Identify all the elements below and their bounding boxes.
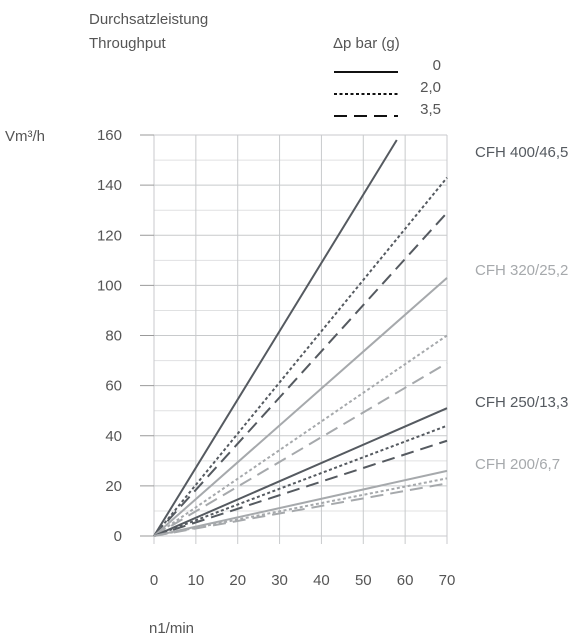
series-line	[153, 424, 448, 537]
y-tick-label: 0	[114, 528, 122, 545]
legend-title: Δp bar (g)	[333, 35, 400, 52]
x-tick-label: 30	[271, 572, 288, 589]
group-label: CFH 400/46,5	[475, 144, 568, 161]
series-line	[153, 482, 448, 537]
series-line	[153, 212, 448, 537]
series-line	[153, 439, 448, 537]
x-ticks: 0 10 20 30 40 50 60 70	[150, 572, 456, 589]
series-line	[153, 176, 448, 537]
y-tick-label: 20	[105, 478, 122, 495]
series-line	[153, 334, 448, 537]
y-tick-label: 140	[97, 177, 122, 194]
group-label: CFH 320/25,2	[475, 262, 568, 279]
y-tick-label: 80	[105, 328, 122, 345]
legend-label: 2,0	[420, 79, 441, 96]
x-tick-label: 50	[355, 572, 372, 589]
x-tick-label: 20	[229, 572, 246, 589]
x-tick-label: 10	[188, 572, 205, 589]
series-lines	[153, 139, 448, 537]
x-tick-label: 40	[313, 572, 330, 589]
x-tick-label: 60	[397, 572, 414, 589]
chart-title-de: Durchsatzleistung	[89, 11, 208, 28]
series-line	[153, 362, 448, 537]
y-axis-label: Vm³/h	[5, 128, 45, 145]
y-tick-label: 120	[97, 227, 122, 244]
y-tick-label: 100	[97, 277, 122, 294]
series-line	[153, 407, 448, 537]
x-tick-label: 70	[439, 572, 456, 589]
x-tick-label: 0	[150, 572, 158, 589]
legend-label: 0	[433, 57, 441, 74]
y-tick-label: 60	[105, 378, 122, 395]
group-label: CFH 250/13,3	[475, 394, 568, 411]
series-line	[153, 139, 398, 537]
grid	[153, 134, 448, 544]
x-axis-label: n1/min	[149, 620, 194, 637]
series-line	[153, 469, 448, 537]
legend-label: 3,5	[420, 101, 441, 118]
chart-title-en: Throughput	[89, 35, 167, 52]
y-tick-label: 160	[97, 127, 122, 144]
series-line	[153, 277, 448, 537]
group-labels: CFH 400/46,5 CFH 320/25,2 CFH 250/13,3 CFH …	[475, 144, 568, 473]
legend: 0 2,0 3,5	[334, 57, 441, 118]
y-tick-label: 40	[105, 428, 122, 445]
y-ticks: 0 20 40 60 80 100 120 140 160	[97, 127, 154, 545]
group-label: CFH 200/6,7	[475, 456, 560, 473]
